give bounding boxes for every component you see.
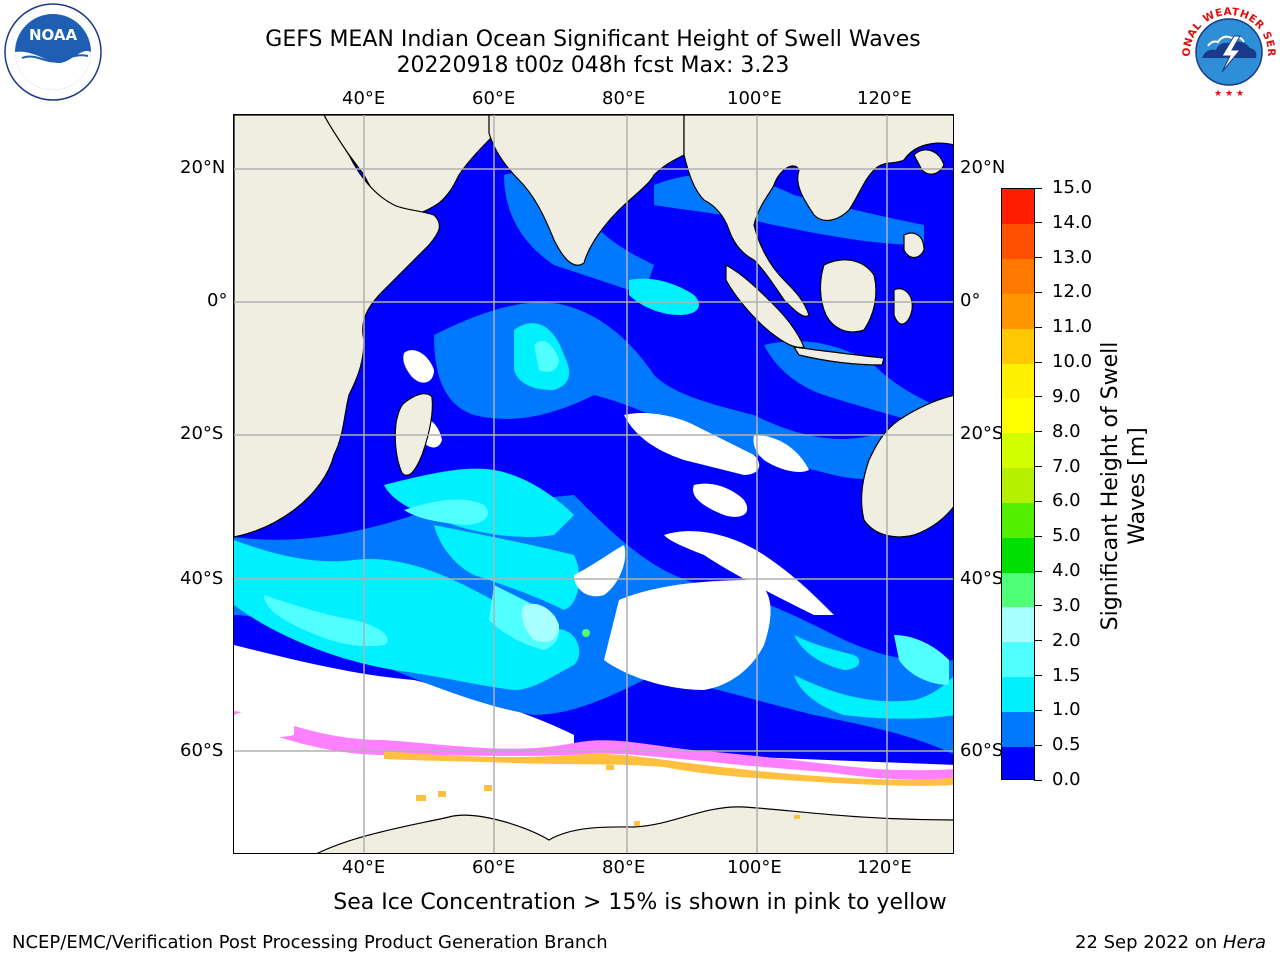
caption: Sea Ice Concentration > 15% is shown in … xyxy=(333,890,947,915)
colorbar-tick xyxy=(1034,500,1042,502)
colorbar-segment xyxy=(1002,328,1034,364)
colorbar-segment xyxy=(1002,189,1034,225)
colorbar-segment xyxy=(1002,537,1034,573)
colorbar-tick-label: 8.0 xyxy=(1052,420,1081,442)
colorbar-tick xyxy=(1034,291,1042,293)
colorbar-tick-label: 13.0 xyxy=(1052,246,1093,268)
footer-date-text: 22 Sep 2022 on xyxy=(1075,932,1223,953)
southern-nodata xyxy=(234,645,953,853)
noaa-logo-text: NOAA xyxy=(29,26,78,44)
lon-label-bottom: 100°E xyxy=(727,857,782,878)
footer-credit: NCEP/EMC/Verification Post Processing Pr… xyxy=(12,932,608,953)
colorbar-tick-label: 1.5 xyxy=(1052,664,1081,686)
colorbar xyxy=(1001,188,1035,780)
lat-label-left: 20°N xyxy=(180,157,226,178)
lat-label-left: 40°S xyxy=(180,568,224,589)
colorbar-segment xyxy=(1002,467,1034,503)
colorbar-segment xyxy=(1002,676,1034,712)
nws-logo: NATIONAL WEATHER SERVICE ★ ★ ★ xyxy=(1178,2,1277,100)
colorbar-tick xyxy=(1034,326,1042,328)
colorbar-tick-label: 5.0 xyxy=(1052,525,1081,547)
colorbar-tick xyxy=(1034,257,1042,259)
svg-text:★ ★ ★: ★ ★ ★ xyxy=(1214,89,1244,99)
colorbar-tick xyxy=(1034,640,1042,642)
colorbar-segment xyxy=(1002,502,1034,538)
colorbar-title-line2: Waves [m] xyxy=(1125,427,1150,545)
colorbar-tick-label: 15.0 xyxy=(1052,177,1093,198)
lon-label-bottom: 40°E xyxy=(342,857,386,878)
lon-label-bottom: 80°E xyxy=(602,857,646,878)
lat-label-left: 60°S xyxy=(180,740,224,761)
colorbar-tick-label: 6.0 xyxy=(1052,490,1081,512)
colorbar-tick-label: 11.0 xyxy=(1052,316,1093,338)
colorbar-segment xyxy=(1002,606,1034,643)
graticule xyxy=(234,115,953,853)
colorbar-tick xyxy=(1034,570,1042,572)
colorbar-tick xyxy=(1034,396,1042,398)
sea-ice-high xyxy=(384,751,953,786)
colorbar-title-line1: Significant Height of Swell xyxy=(1098,341,1123,631)
colorbar-tick xyxy=(1034,222,1042,224)
colorbar-tick-label: 0.0 xyxy=(1052,769,1081,790)
colorbar-tick-label: 9.0 xyxy=(1052,385,1081,407)
colorbar-tick xyxy=(1034,361,1042,363)
colorbar-tick-label: 0.5 xyxy=(1052,734,1081,756)
lat-label-right: 60°S xyxy=(960,740,1004,761)
swell-max-spot xyxy=(582,629,590,637)
colorbar-segment xyxy=(1002,641,1034,678)
colorbar-tick xyxy=(1034,744,1042,746)
sea-ice-band xyxy=(234,711,953,780)
colorbar-tick-label: 4.0 xyxy=(1052,560,1081,582)
swell-2.0-3.0 xyxy=(522,603,559,642)
map-panel xyxy=(233,114,954,854)
colorbar-segment xyxy=(1002,572,1034,608)
colorbar-tick-label: 1.0 xyxy=(1052,699,1081,721)
colorbar-segment xyxy=(1002,363,1034,399)
lat-label-left: 0° xyxy=(207,290,228,311)
lat-label-right: 40°S xyxy=(960,568,1004,589)
lat-label-left: 20°S xyxy=(180,423,224,444)
colorbar-tick xyxy=(1034,675,1042,677)
colorbar-tick-label: 7.0 xyxy=(1052,455,1081,477)
colorbar-tick xyxy=(1034,605,1042,607)
sea-ice-patches xyxy=(416,765,800,826)
colorbar-tick-label: 2.0 xyxy=(1052,629,1081,651)
colorbar-tick xyxy=(1034,466,1042,468)
colorbar-tick-label: 10.0 xyxy=(1052,351,1093,373)
colorbar-segment xyxy=(1002,258,1034,294)
colorbar-tick xyxy=(1034,187,1042,189)
chart-title: GEFS MEAN Indian Ocean Significant Heigh… xyxy=(265,27,921,52)
lon-label-top: 120°E xyxy=(857,88,912,109)
colorbar-tick xyxy=(1034,535,1042,537)
lon-label-top: 60°E xyxy=(472,88,516,109)
colorbar-tick xyxy=(1034,709,1042,711)
nodata-patches xyxy=(234,350,834,738)
chart-subtitle: 20220918 t00z 048h fcst Max: 3.23 xyxy=(396,53,790,78)
colorbar-segment xyxy=(1002,746,1034,779)
colorbar-segment xyxy=(1002,432,1034,469)
lon-label-top: 100°E xyxy=(727,88,782,109)
lon-label-bottom: 60°E xyxy=(472,857,516,878)
lat-label-right: 0° xyxy=(960,290,981,311)
colorbar-tick-label: 12.0 xyxy=(1052,281,1093,303)
footer-host: Hera xyxy=(1222,932,1266,953)
colorbar-tick xyxy=(1034,431,1042,433)
noaa-logo: NOAA xyxy=(4,3,102,101)
colorbar-segment xyxy=(1002,293,1034,329)
colorbar-tick-label: 3.0 xyxy=(1052,594,1081,616)
colorbar-tick-label: 14.0 xyxy=(1052,211,1093,233)
lat-label-right: 20°S xyxy=(960,423,1004,444)
lon-label-top: 80°E xyxy=(602,88,646,109)
lon-label-bottom: 120°E xyxy=(857,857,912,878)
colorbar-segment xyxy=(1002,397,1034,434)
colorbar-segment xyxy=(1002,223,1034,260)
footer-date: 22 Sep 2022 on Hera xyxy=(1075,932,1266,953)
map-canvas xyxy=(234,115,953,853)
colorbar-tick xyxy=(1034,779,1042,781)
colorbar-segment xyxy=(1002,711,1034,747)
lon-label-top: 40°E xyxy=(342,88,386,109)
lat-label-right: 20°N xyxy=(960,157,1006,178)
